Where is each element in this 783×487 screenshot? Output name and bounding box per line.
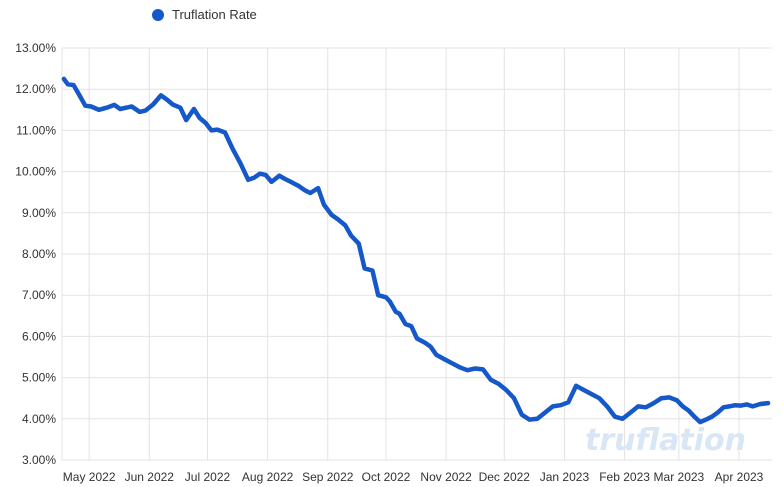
series-group: [61, 76, 771, 425]
x-tick-label: Jul 2022: [185, 470, 231, 484]
legend-label: Truflation Rate: [172, 7, 257, 22]
grid-lines: [61, 47, 772, 461]
y-tick-label: 7.00%: [22, 288, 56, 302]
legend-marker: [152, 9, 164, 21]
x-tick-label: Jun 2022: [125, 470, 175, 484]
y-tick-label: 10.00%: [15, 165, 56, 179]
y-tick-label: 11.00%: [16, 123, 56, 137]
x-axis-ticks: May 2022 Jun 2022 Jul 2022 Aug 2022 Sep 2022…: [63, 470, 764, 484]
y-tick-label: 6.00%: [22, 329, 56, 343]
x-tick-label: Feb 2023: [599, 470, 650, 484]
y-tick-label: 5.00%: [22, 371, 56, 385]
x-tick-label: May 2022: [63, 470, 116, 484]
x-tick-label: Aug 2022: [242, 470, 294, 484]
watermark-logo: truflation: [585, 423, 746, 458]
x-tick-label: Sep 2022: [302, 470, 354, 484]
series-line-truflation-rate[interactable]: [61, 76, 771, 425]
y-tick-label: 12.00%: [15, 82, 56, 96]
y-axis-ticks: 13.00% 12.00% 11.00% 10.00% 9.00% 8.00% 7.00% 6…: [15, 41, 56, 467]
x-tick-label: Dec 2022: [479, 470, 531, 484]
x-tick-label: Jan 2023: [540, 470, 590, 484]
y-tick-label: 13.00%: [15, 41, 56, 55]
x-tick-label: Nov 2022: [420, 470, 472, 484]
x-tick-label: Mar 2023: [654, 470, 705, 484]
x-tick-label: Oct 2022: [362, 470, 411, 484]
y-tick-label: 4.00%: [22, 412, 56, 426]
x-tick-label: Apr 2023: [715, 470, 764, 484]
y-tick-label: 8.00%: [22, 247, 56, 261]
y-tick-label: 9.00%: [22, 206, 56, 220]
y-tick-label: 3.00%: [22, 453, 56, 467]
legend[interactable]: Truflation Rate: [152, 7, 257, 22]
